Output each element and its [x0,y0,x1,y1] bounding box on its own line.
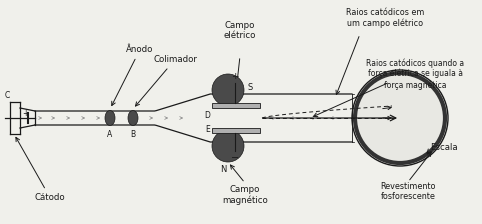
Text: −: − [13,114,21,123]
Text: E: E [205,125,210,134]
Text: −: − [231,153,239,163]
Text: N: N [220,165,226,174]
Bar [212,128,260,133]
Text: D: D [204,110,210,119]
Circle shape [212,130,244,162]
Text: C: C [4,91,10,100]
Text: A: A [107,130,113,139]
Text: Escala: Escala [430,142,457,151]
Polygon shape [35,94,352,142]
Ellipse shape [105,110,115,125]
Text: Revestimento
fosforescente: Revestimento fosforescente [380,182,436,201]
Text: Raios catódicos em
um campo elétrico: Raios catódicos em um campo elétrico [346,8,424,28]
Text: Cátodo: Cátodo [16,137,66,202]
Text: +: + [22,108,28,118]
Circle shape [357,75,443,161]
Text: Colimador: Colimador [135,55,197,106]
Ellipse shape [128,110,138,125]
Text: Campo
magnético: Campo magnético [222,185,268,205]
Text: B: B [131,130,135,139]
Text: Ânodo: Ânodo [112,45,154,106]
Text: Campo
elétrico: Campo elétrico [224,21,256,40]
Text: +: + [231,72,239,81]
Circle shape [212,74,244,106]
Bar [212,103,260,108]
Text: Raios catódicos quando a
força elétrica se iguala à
força magnética: Raios catódicos quando a força elétrica … [366,58,464,90]
Text: S: S [247,82,252,91]
